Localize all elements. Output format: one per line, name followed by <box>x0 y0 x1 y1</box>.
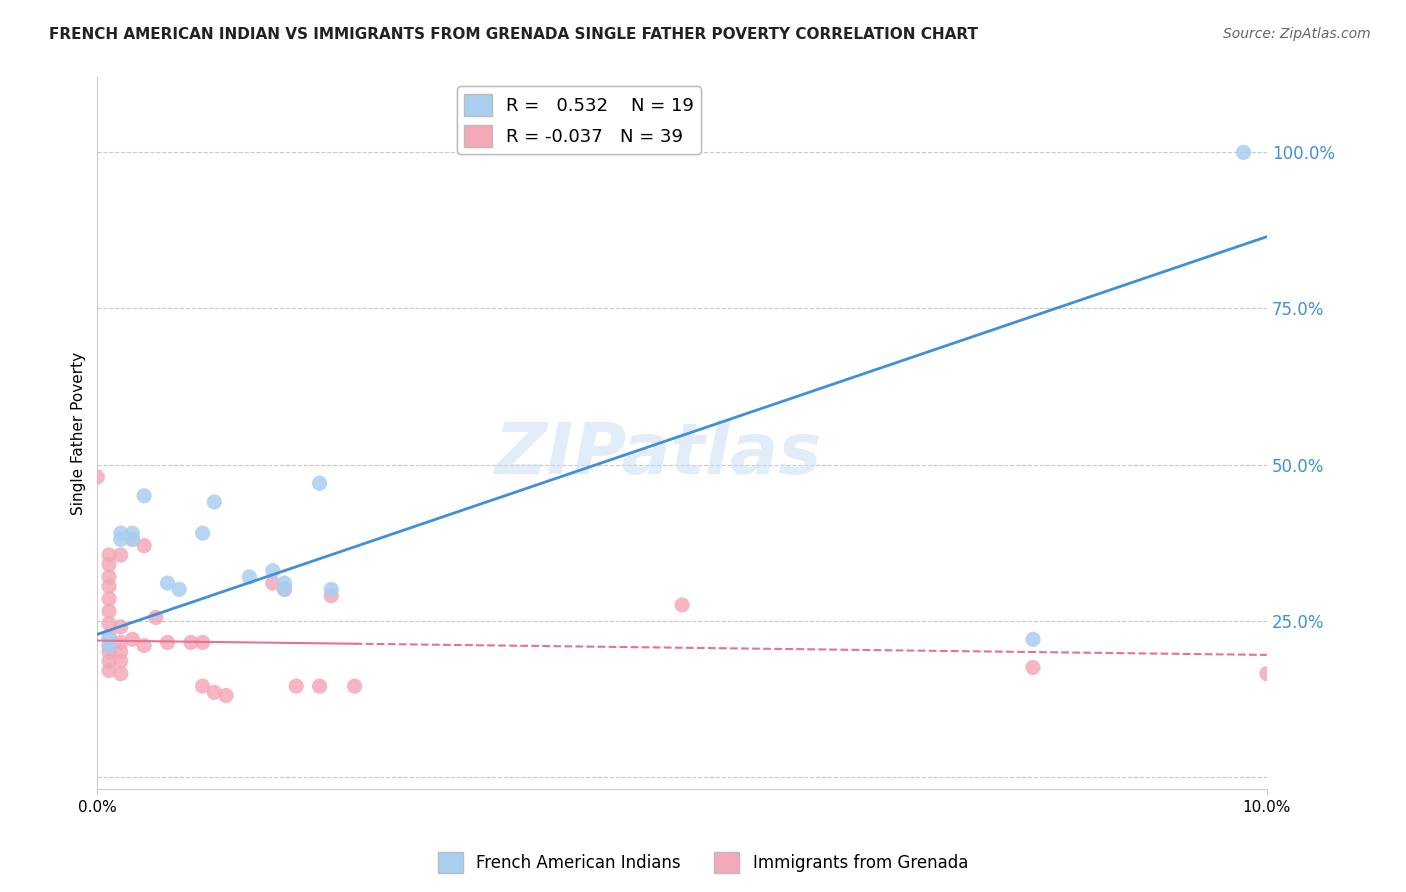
Point <box>98 604 121 618</box>
Point <box>167 582 190 597</box>
Point <box>121 632 143 647</box>
Point <box>273 582 295 597</box>
Point <box>98 654 121 668</box>
Point <box>98 639 121 653</box>
Point <box>215 689 238 703</box>
Point <box>98 579 121 593</box>
Point <box>156 635 179 649</box>
Point <box>285 679 308 693</box>
Point <box>191 679 214 693</box>
Point <box>110 620 132 634</box>
Y-axis label: Single Father Poverty: Single Father Poverty <box>72 351 86 515</box>
Point <box>1232 145 1254 160</box>
Point <box>110 548 132 562</box>
Point <box>98 639 121 653</box>
Point <box>98 616 121 631</box>
Text: ZIPatlas: ZIPatlas <box>495 420 823 489</box>
Point <box>110 526 132 541</box>
Point <box>145 610 167 624</box>
Point <box>98 629 121 643</box>
Point <box>134 539 156 553</box>
Point <box>98 645 121 659</box>
Point <box>98 548 121 562</box>
Point <box>121 533 143 547</box>
Point <box>110 666 132 681</box>
Text: FRENCH AMERICAN INDIAN VS IMMIGRANTS FROM GRENADA SINGLE FATHER POVERTY CORRELAT: FRENCH AMERICAN INDIAN VS IMMIGRANTS FRO… <box>49 27 979 42</box>
Point <box>308 476 330 491</box>
Point <box>273 576 295 591</box>
Point <box>86 470 108 484</box>
Point <box>110 645 132 659</box>
Point <box>343 679 366 693</box>
Point <box>273 582 295 597</box>
Point <box>321 582 343 597</box>
Point <box>191 635 214 649</box>
Point <box>202 685 225 699</box>
Point <box>238 570 260 584</box>
Point <box>156 576 179 591</box>
Point <box>110 654 132 668</box>
Point <box>134 489 156 503</box>
Point <box>308 679 330 693</box>
Point <box>262 576 284 591</box>
Point <box>110 635 132 649</box>
Point <box>202 495 225 509</box>
Point <box>98 591 121 606</box>
Legend: R =   0.532    N = 19, R = -0.037   N = 39: R = 0.532 N = 19, R = -0.037 N = 39 <box>457 87 702 154</box>
Point <box>671 598 693 612</box>
Point <box>321 589 343 603</box>
Point <box>191 526 214 541</box>
Point <box>121 533 143 547</box>
Point <box>98 570 121 584</box>
Point <box>98 664 121 678</box>
Point <box>98 558 121 572</box>
Legend: French American Indians, Immigrants from Grenada: French American Indians, Immigrants from… <box>432 846 974 880</box>
Point <box>121 526 143 541</box>
Point <box>134 639 156 653</box>
Point <box>110 533 132 547</box>
Point <box>1022 632 1045 647</box>
Point <box>180 635 202 649</box>
Point <box>262 564 284 578</box>
Point <box>1022 660 1045 674</box>
Text: Source: ZipAtlas.com: Source: ZipAtlas.com <box>1223 27 1371 41</box>
Point <box>98 632 121 647</box>
Point <box>1256 666 1278 681</box>
